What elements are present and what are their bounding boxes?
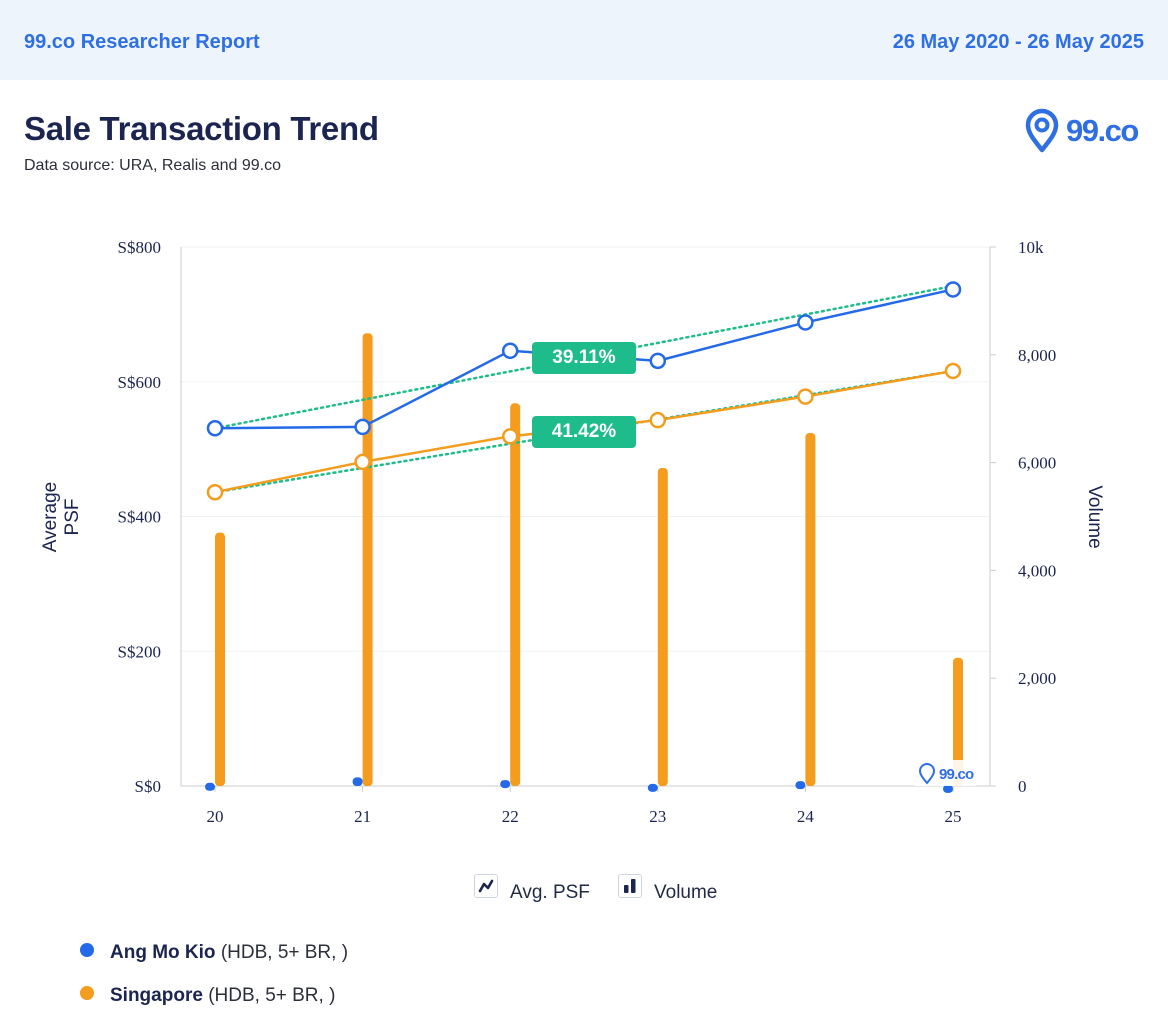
singapore-psf-point: [797, 388, 814, 405]
y2-tick-label: 4,000: [1018, 561, 1056, 580]
x-tick-label: 23: [649, 807, 666, 826]
ang-mo-kio-psf-point: [354, 418, 371, 436]
y-axis-title: Average PSF: [40, 481, 83, 553]
singapore-volume-bar: [657, 467, 668, 786]
y2-axis-title: Volume: [1084, 485, 1105, 549]
legend-avg-psf-label: Avg. PSF: [510, 882, 590, 903]
ang-mo-kio-volume-bar: [943, 784, 953, 793]
singapore-psf-point: [649, 411, 667, 429]
ang-mo-kio-psf-point: [501, 342, 519, 360]
singapore-growth-badge: 41.42%: [532, 416, 636, 448]
ang-mo-kio-color-dot: [80, 943, 94, 957]
report-brand: 99.co Researcher Report: [24, 31, 260, 53]
y-tick-label: S$800: [118, 238, 161, 257]
series-legend-singapore: Singapore (HDB, 5+ BR, ): [80, 985, 335, 1007]
brand-logo-text: 99.co: [1066, 113, 1138, 148]
y-tick-label: S$400: [118, 508, 161, 527]
bar-chart-icon: [618, 874, 642, 898]
page-title: Sale Transaction Trend: [24, 110, 379, 147]
singapore-psf-point: [501, 428, 519, 445]
ang-mo-kio-growth-badge: 39.11%: [532, 342, 636, 374]
y-tick-label: S$200: [118, 642, 161, 661]
x-tick-label: 24: [797, 807, 815, 826]
x-tick-label: 25: [945, 807, 962, 826]
singapore-psf-point: [944, 362, 962, 380]
y2-tick-label: 10k: [1018, 238, 1044, 257]
data-source-note: Data source: URA, Realis and 99.co: [24, 157, 282, 174]
line-chart-icon: [474, 874, 498, 898]
legend-volume-label: Volume: [654, 882, 718, 903]
x-tick-label: 22: [502, 807, 519, 826]
singapore-volume-bar: [805, 432, 816, 786]
watermark-text: 99.co: [939, 766, 974, 783]
y2-tick-label: 6,000: [1018, 454, 1056, 473]
ang-mo-kio-psf-point: [797, 314, 814, 331]
singapore-volume-bar: [510, 403, 521, 786]
watermark-pin-icon: [918, 763, 936, 785]
y2-tick-label: 8,000: [1018, 346, 1056, 365]
singapore-psf-point: [354, 453, 371, 471]
ang-mo-kio-name: Ang Mo Kio: [110, 942, 216, 963]
y2-tick-label: 2,000: [1018, 669, 1056, 688]
ang-mo-kio-trend-line: [213, 284, 955, 430]
x-tick-label: 20: [207, 807, 224, 826]
singapore-psf-point: [206, 483, 224, 501]
ang-mo-kio-psf-point: [944, 281, 962, 298]
y-tick-label: S$0: [135, 777, 161, 796]
singapore-meta: (HDB, 5+ BR, ): [208, 985, 336, 1006]
ang-mo-kio-psf-point: [206, 419, 224, 437]
ang-mo-kio-psf-point: [649, 352, 667, 370]
singapore-volume-bar: [362, 333, 373, 786]
ang-mo-kio-volume-bar: [205, 782, 215, 791]
ang-mo-kio-volume-bar: [500, 780, 511, 789]
singapore-volume-bar: [953, 657, 963, 786]
ang-mo-kio-volume-bar: [647, 783, 658, 792]
singapore-name: Singapore: [110, 985, 203, 1006]
ang-mo-kio-volume-bar: [352, 777, 363, 786]
singapore-volume-bar: [215, 532, 225, 786]
singapore-color-dot: [80, 986, 94, 1000]
ang-mo-kio-volume-bar: [795, 781, 806, 790]
ang-mo-kio-meta: (HDB, 5+ BR, ): [220, 942, 349, 963]
brand-logo: 99.co: [1025, 108, 1140, 153]
series-legend-ang-mo-kio: Ang Mo Kio (HDB, 5+ BR, ): [80, 942, 348, 964]
report-date-range: 26 May 2020 - 26 May 2025: [892, 31, 1144, 53]
y2-tick-label: 0: [1018, 777, 1027, 796]
location-pin-icon: [1025, 108, 1059, 153]
x-tick-label: 21: [354, 807, 371, 826]
report-header-bar: 99.co Researcher Report 26 May 2020 - 26…: [0, 0, 1168, 80]
y-tick-label: S$600: [118, 373, 161, 392]
